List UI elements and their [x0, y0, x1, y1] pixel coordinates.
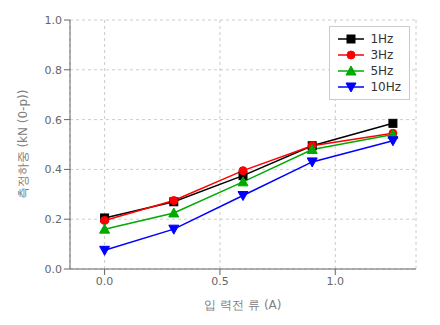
svg-text:0.0: 0.0 — [96, 275, 114, 288]
html-text:1Hz: 1Hz — [370, 32, 394, 46]
html-text:3Hz: 3Hz — [370, 48, 394, 62]
svg-text:0.2: 0.2 — [45, 213, 63, 226]
svg-text:1.0: 1.0 — [327, 275, 345, 288]
svg-text:0.5: 0.5 — [211, 275, 229, 288]
svg-text:0.0: 0.0 — [45, 263, 63, 276]
svg-text:입 력전 류 (A): 입 력전 류 (A) — [204, 298, 281, 312]
html-text:10Hz: 10Hz — [370, 80, 401, 94]
svg-text:측정하중 (kN (0-p)): 측정하중 (kN (0-p)) — [16, 90, 30, 200]
svg-text:0.4: 0.4 — [45, 163, 63, 176]
svg-text:0.6: 0.6 — [45, 114, 63, 127]
svg-text:1.0: 1.0 — [45, 14, 63, 27]
svg-text:0.8: 0.8 — [45, 64, 63, 77]
html-text:5Hz: 5Hz — [370, 64, 394, 78]
